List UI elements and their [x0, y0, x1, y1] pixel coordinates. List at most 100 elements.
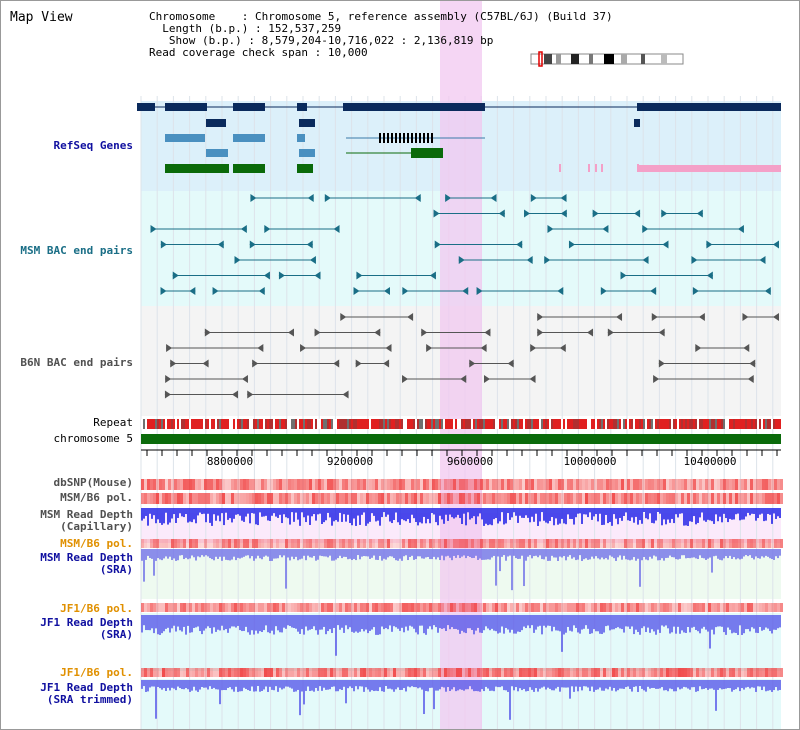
pol-cell	[597, 493, 600, 504]
repeat-cell	[345, 419, 347, 429]
depth-bar	[649, 508, 651, 514]
dbsnp-cell	[510, 479, 513, 490]
depth-bar	[621, 508, 623, 521]
depth-bar	[441, 508, 443, 520]
dbsnp-cell	[396, 479, 399, 490]
dbsnp-cell	[744, 479, 747, 490]
pol-cell	[309, 668, 312, 677]
dbsnp-cell	[726, 479, 729, 490]
msm-bac-pair-end	[691, 256, 698, 264]
repeat-cell	[363, 419, 365, 429]
depth-bar	[377, 549, 379, 560]
msm-bac-pair-end	[530, 194, 537, 202]
depth-bar	[343, 615, 345, 633]
depth-bar	[727, 615, 729, 628]
depth-bar	[665, 680, 667, 691]
repeat-cell	[221, 419, 223, 429]
repeat-cell	[593, 419, 595, 429]
pol-cell	[339, 539, 342, 548]
repeat-cell	[331, 419, 333, 429]
pol-cell	[612, 603, 615, 612]
depth-bar	[685, 549, 687, 559]
pol-cell	[738, 603, 741, 612]
axis-tick-label: 10000000	[564, 455, 617, 468]
b6n-bac-pair-end	[202, 359, 209, 368]
dbsnp-cell	[630, 479, 633, 490]
depth-bar	[403, 508, 405, 521]
depth-bar	[305, 615, 307, 627]
pol-cell	[273, 668, 276, 677]
pol-cell	[768, 668, 771, 677]
dbsnp-cell	[453, 479, 456, 490]
pol-cell	[336, 668, 339, 677]
depth-bar	[439, 508, 441, 516]
depth-bar	[591, 680, 593, 687]
repeat-cell	[635, 419, 637, 429]
depth-bar	[325, 549, 327, 557]
depth-bar	[763, 549, 765, 558]
depth-bar	[663, 508, 665, 520]
pol-cell	[672, 603, 675, 612]
repeat-cell	[149, 419, 151, 429]
pol-cell	[651, 603, 654, 612]
depth-bar	[153, 508, 155, 516]
pol-cell	[183, 539, 186, 548]
pol-cell	[663, 539, 666, 548]
pol-cell	[756, 668, 759, 677]
depth-bar	[561, 615, 563, 652]
repeat-cell	[401, 419, 403, 429]
depth-bar	[273, 615, 275, 635]
dbsnp-cell	[723, 479, 726, 490]
depth-bar	[365, 549, 367, 557]
depth-bar	[161, 615, 163, 634]
depth-bar	[731, 615, 733, 634]
depth-bar	[151, 508, 153, 519]
depth-bar	[199, 615, 201, 632]
repeat-cell	[259, 419, 261, 429]
pol-cell	[750, 668, 753, 677]
repeat-cell	[441, 419, 443, 429]
depth-bar	[235, 549, 237, 561]
dbsnp-cell	[327, 479, 330, 490]
depth-bar	[197, 549, 199, 557]
dbsnp-cell	[513, 479, 516, 490]
depth-bar	[211, 615, 213, 634]
pol-cell	[492, 539, 495, 548]
depth-bar	[705, 508, 707, 522]
repeat-cell	[777, 419, 779, 429]
pol-cell	[753, 603, 756, 612]
depth-bar	[431, 615, 433, 630]
repeat-cell	[347, 419, 349, 429]
depth-bar	[655, 680, 657, 689]
pol-cell	[708, 668, 711, 677]
depth-bar	[729, 680, 731, 689]
depth-bar	[501, 508, 503, 513]
depth-bar	[235, 615, 237, 628]
pol-cell	[456, 668, 459, 677]
ideogram-band	[604, 54, 614, 64]
depth-bar	[171, 549, 173, 561]
depth-bar	[617, 508, 619, 525]
depth-bar	[779, 508, 781, 518]
depth-bar	[277, 549, 279, 559]
depth-bar	[395, 680, 397, 690]
dbsnp-cell	[162, 479, 165, 490]
depth-bar	[163, 508, 165, 524]
dbsnp-cell	[426, 479, 429, 490]
msm-bac-pair-end	[433, 209, 440, 218]
depth-bar	[379, 549, 381, 556]
dbsnp-cell	[684, 479, 687, 490]
repeat-cell	[531, 419, 533, 429]
depth-bar	[289, 549, 291, 561]
pol-cell	[453, 603, 456, 612]
depth-bar	[325, 680, 327, 690]
depth-bar	[479, 680, 481, 692]
pol-cell	[363, 493, 366, 504]
depth-bar	[223, 680, 225, 691]
depth-bar	[381, 549, 383, 561]
track-label-msm-b6-pol-2: MSM/B6 pol.	[60, 537, 133, 550]
depth-bar	[231, 508, 233, 523]
depth-bar	[715, 680, 717, 711]
